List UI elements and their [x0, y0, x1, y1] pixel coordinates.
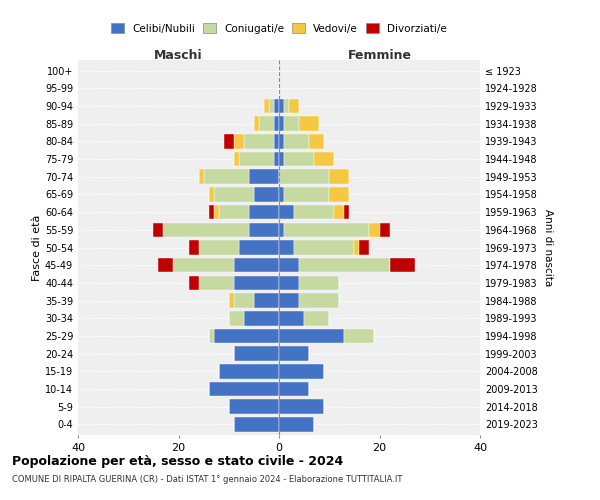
Bar: [269, 98, 274, 113]
Bar: [244, 311, 279, 326]
Bar: [199, 276, 234, 290]
Bar: [279, 294, 299, 308]
Bar: [294, 205, 334, 220]
Bar: [254, 116, 259, 131]
Bar: [209, 205, 214, 220]
Bar: [279, 364, 324, 378]
Bar: [173, 258, 234, 272]
Bar: [329, 170, 349, 184]
Bar: [234, 346, 279, 361]
Bar: [289, 98, 299, 113]
Bar: [224, 134, 234, 148]
Bar: [274, 152, 279, 166]
Bar: [279, 311, 304, 326]
Bar: [299, 116, 319, 131]
Bar: [380, 222, 389, 237]
Bar: [279, 187, 284, 202]
Bar: [279, 258, 299, 272]
Y-axis label: Anni di nascita: Anni di nascita: [543, 209, 553, 286]
Bar: [234, 417, 279, 432]
Bar: [279, 328, 344, 343]
Bar: [154, 222, 163, 237]
Bar: [234, 258, 279, 272]
Text: COMUNE DI RIPALTA GUERINA (CR) - Dati ISTAT 1° gennaio 2024 - Elaborazione TUTTI: COMUNE DI RIPALTA GUERINA (CR) - Dati IS…: [12, 475, 403, 484]
Bar: [344, 205, 349, 220]
Bar: [229, 400, 279, 414]
Bar: [229, 311, 244, 326]
Text: Femmine: Femmine: [347, 49, 412, 62]
Bar: [199, 170, 203, 184]
Bar: [274, 98, 279, 113]
Bar: [199, 240, 239, 255]
Bar: [284, 222, 370, 237]
Bar: [284, 116, 299, 131]
Bar: [218, 205, 249, 220]
Bar: [234, 152, 239, 166]
Bar: [329, 187, 349, 202]
Bar: [234, 276, 279, 290]
Bar: [249, 222, 279, 237]
Bar: [304, 311, 329, 326]
Text: Maschi: Maschi: [154, 49, 203, 62]
Bar: [314, 152, 334, 166]
Bar: [279, 134, 284, 148]
Bar: [389, 258, 415, 272]
Bar: [209, 382, 279, 396]
Bar: [158, 258, 173, 272]
Bar: [274, 134, 279, 148]
Bar: [254, 187, 279, 202]
Bar: [203, 170, 249, 184]
Bar: [299, 294, 340, 308]
Bar: [294, 240, 355, 255]
Bar: [309, 134, 324, 148]
Bar: [279, 205, 294, 220]
Bar: [370, 222, 380, 237]
Bar: [244, 134, 274, 148]
Bar: [355, 240, 359, 255]
Bar: [234, 294, 254, 308]
Bar: [218, 364, 279, 378]
Bar: [259, 116, 274, 131]
Bar: [214, 187, 254, 202]
Bar: [239, 152, 274, 166]
Bar: [279, 152, 284, 166]
Bar: [188, 240, 199, 255]
Bar: [249, 205, 279, 220]
Bar: [264, 98, 269, 113]
Bar: [284, 187, 329, 202]
Bar: [344, 328, 374, 343]
Text: Popolazione per età, sesso e stato civile - 2024: Popolazione per età, sesso e stato civil…: [12, 455, 343, 468]
Bar: [284, 98, 289, 113]
Bar: [279, 116, 284, 131]
Bar: [209, 328, 214, 343]
Bar: [279, 276, 299, 290]
Bar: [239, 240, 279, 255]
Bar: [214, 328, 279, 343]
Legend: Celibi/Nubili, Coniugati/e, Vedovi/e, Divorziati/e: Celibi/Nubili, Coniugati/e, Vedovi/e, Di…: [108, 20, 450, 36]
Bar: [279, 382, 309, 396]
Bar: [299, 276, 340, 290]
Bar: [279, 417, 314, 432]
Bar: [254, 294, 279, 308]
Bar: [163, 222, 249, 237]
Bar: [229, 294, 234, 308]
Bar: [279, 240, 294, 255]
Bar: [214, 205, 218, 220]
Bar: [249, 170, 279, 184]
Bar: [279, 98, 284, 113]
Bar: [188, 276, 199, 290]
Bar: [279, 400, 324, 414]
Bar: [359, 240, 370, 255]
Bar: [234, 134, 244, 148]
Bar: [299, 258, 389, 272]
Bar: [274, 116, 279, 131]
Bar: [284, 134, 309, 148]
Bar: [334, 205, 344, 220]
Bar: [279, 170, 329, 184]
Y-axis label: Fasce di età: Fasce di età: [32, 214, 42, 280]
Bar: [284, 152, 314, 166]
Bar: [279, 346, 309, 361]
Bar: [209, 187, 214, 202]
Bar: [279, 222, 284, 237]
